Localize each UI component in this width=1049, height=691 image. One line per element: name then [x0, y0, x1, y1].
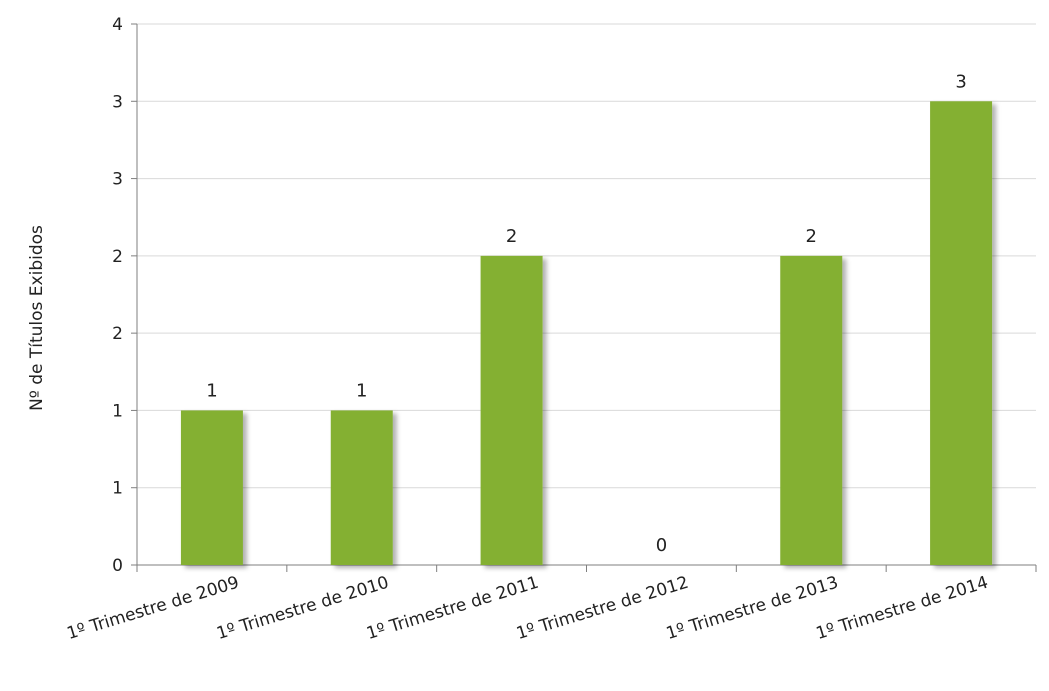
x-category-label: 1º Trimestre de 2010	[214, 573, 391, 644]
x-category-label: 1º Trimestre de 2013	[664, 573, 841, 644]
y-tick-label: 3	[112, 170, 123, 190]
data-label: 2	[506, 226, 517, 247]
y-tick-label: 1	[112, 479, 123, 499]
data-label: 1	[356, 380, 367, 401]
y-tick-label: 2	[112, 324, 123, 344]
gridlines	[137, 23, 1036, 489]
x-category-label: 1º Trimestre de 2014	[814, 573, 991, 644]
data-label: 1	[206, 380, 217, 401]
y-tick-label: 2	[112, 247, 123, 267]
axes	[131, 23, 1037, 572]
y-axis-title: Nº de Títulos Exibidos	[27, 225, 47, 411]
bar	[480, 255, 543, 565]
data-label: 3	[955, 71, 966, 92]
bar	[180, 410, 243, 565]
x-category-label: 1º Trimestre de 2009	[65, 573, 242, 644]
bar	[780, 255, 843, 565]
data-label: 2	[806, 226, 817, 247]
x-category-label: 1º Trimestre de 2011	[364, 573, 541, 644]
y-tick-label: 1	[112, 401, 123, 421]
bar	[930, 101, 993, 566]
bars	[180, 101, 993, 566]
y-tick-label: 0	[112, 556, 123, 576]
x-category-label: 1º Trimestre de 2012	[514, 573, 691, 644]
y-tick-label: 4	[112, 15, 123, 35]
bar	[330, 410, 393, 565]
y-tick-label: 3	[112, 92, 123, 112]
data-label: 0	[656, 535, 667, 556]
